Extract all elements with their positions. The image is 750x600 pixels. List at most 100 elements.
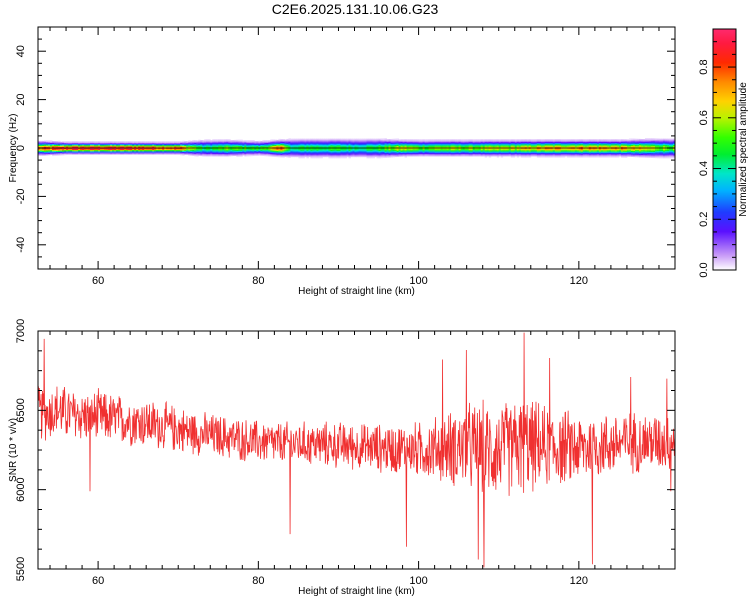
- spectrogram-cell: [324, 139, 327, 142]
- spectrogram-cell: [532, 151, 536, 153]
- spectrogram-cell: [348, 149, 351, 152]
- spectrogram-cell: [240, 154, 243, 156]
- spectrogram-cell: [390, 143, 393, 146]
- spectrogram-cell: [668, 138, 672, 141]
- spectrogram-cell: [512, 150, 516, 152]
- spectrogram-cell: [540, 146, 544, 148]
- spectrogram-cell: [118, 143, 121, 146]
- spectrogram-cell: [282, 154, 285, 157]
- spectrogram-cell: [234, 150, 237, 153]
- spectrogram-cell: [432, 144, 436, 146]
- spectrogram-cell: [402, 141, 405, 144]
- spectrogram-cell: [182, 146, 185, 149]
- spectrogram-cell: [530, 139, 534, 141]
- spectrogram-cell: [240, 149, 243, 151]
- spectrogram-cell: [192, 149, 195, 152]
- spectrogram-cell: [646, 144, 650, 146]
- spectrogram-cell: [372, 138, 375, 141]
- spectrogram-cell: [208, 141, 211, 144]
- spectrogram-cell: [332, 145, 335, 148]
- spectrogram-cell: [384, 146, 387, 149]
- spectrogram-cell: [382, 139, 385, 142]
- spectrogram-cell: [514, 146, 518, 148]
- spectrogram-cell: [500, 152, 504, 154]
- spectrogram-cell: [54, 141, 57, 143]
- spectrogram-cell: [606, 153, 610, 156]
- spectrogram-cell: [374, 138, 377, 141]
- spectrogram-cell: [626, 140, 630, 143]
- spectrogram-cell: [196, 141, 199, 144]
- spectrogram-cell: [398, 139, 401, 141]
- spectrogram-cell: [608, 140, 612, 142]
- spectrogram-cell: [152, 141, 155, 143]
- spectrogram-cell: [234, 143, 237, 146]
- spectrogram-cell: [96, 148, 99, 151]
- spectrogram-cell: [108, 149, 111, 152]
- spectrogram-cell: [252, 152, 255, 154]
- spectrogram-cell: [422, 154, 426, 157]
- spectrogram-cell: [390, 153, 393, 155]
- spectrogram-cell: [64, 146, 67, 148]
- spectrogram-cell: [278, 155, 281, 158]
- spectrogram-cell: [564, 141, 568, 144]
- spectrogram-cell: [454, 144, 458, 146]
- spectrogram-cell: [436, 153, 440, 156]
- spectrogram-cell: [106, 143, 109, 146]
- spectrogram-cell: [94, 153, 97, 155]
- spectrogram-cell: [536, 156, 540, 158]
- spectrogram-cell: [272, 139, 275, 142]
- spectrogram-cell: [430, 142, 434, 145]
- spectrogram-cell: [474, 145, 478, 147]
- spectrogram-cell: [284, 144, 287, 147]
- spectrogram-cell: [648, 146, 652, 149]
- spectrogram-cell: [590, 142, 594, 145]
- spectrogram-cell: [302, 153, 305, 155]
- spectrogram-cell: [124, 142, 127, 145]
- spectrogram-cell: [530, 141, 534, 144]
- spectrogram-cell: [370, 148, 373, 150]
- spectrogram-cell: [388, 153, 391, 156]
- spectrogram-cell: [554, 144, 558, 146]
- spectrogram-cell: [570, 146, 574, 148]
- spectrogram-cell: [372, 142, 375, 144]
- spectrogram-cell: [74, 146, 77, 148]
- spectrogram-cell: [654, 148, 658, 150]
- spectrogram-cell: [568, 150, 572, 152]
- spectrogram-cell: [444, 151, 448, 153]
- spectrogram-cell: [188, 153, 191, 156]
- spectrogram-cell: [242, 152, 245, 155]
- spectrogram-cell: [164, 152, 167, 154]
- spectrogram-cell: [200, 141, 203, 143]
- spectrogram-cell: [634, 152, 638, 154]
- spectrogram-cell: [288, 144, 291, 146]
- spectrogram-cell: [138, 142, 141, 145]
- spectrogram-cell: [640, 145, 644, 147]
- spectrogram-cell: [132, 153, 135, 155]
- spectrogram-cell: [340, 155, 343, 158]
- spectrogram-cell: [168, 144, 171, 147]
- spectrogram-cell: [644, 147, 648, 150]
- spectrogram-cell: [360, 145, 363, 148]
- spectrogram-cell: [578, 140, 582, 142]
- spectrogram-cell: [650, 149, 654, 151]
- spectrogram-cell: [230, 143, 233, 146]
- spectrogram-cell: [624, 156, 628, 158]
- spectrogram-cell: [328, 139, 331, 142]
- spectrogram-cell: [298, 155, 301, 158]
- spectrogram-cell: [362, 138, 365, 141]
- spectrogram-cell: [206, 151, 209, 153]
- spectrogram-cell: [228, 154, 231, 157]
- spectrogram-cell: [588, 145, 592, 147]
- spectrogram-cell: [626, 141, 630, 144]
- spectrogram-cell: [250, 152, 253, 154]
- spectrogram-cell: [222, 148, 225, 151]
- spectrogram-cell: [338, 151, 341, 154]
- spectrogram-cell: [586, 140, 590, 142]
- spectrogram-cell: [260, 144, 263, 147]
- spectrogram-cell: [614, 151, 618, 153]
- spectrogram-cell: [290, 141, 293, 143]
- spectrogram-cell: [472, 144, 476, 146]
- spectrogram-cell: [460, 151, 464, 153]
- spectrogram-cell: [44, 147, 47, 150]
- spectrogram-cell: [354, 149, 357, 152]
